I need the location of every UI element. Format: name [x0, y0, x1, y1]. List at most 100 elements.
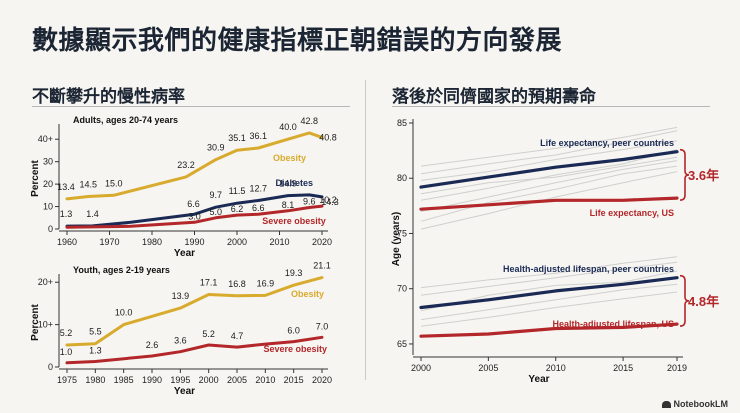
- series-line-severe-obesity: [65, 335, 324, 365]
- y-tick-label: 10: [43, 202, 53, 212]
- data-label: 16.9: [257, 278, 275, 288]
- series-line-obesity: [65, 131, 324, 201]
- y-tick-label: 40+: [38, 134, 53, 144]
- x-tick-label: 1970: [99, 237, 119, 247]
- peer-country-trace: [420, 140, 678, 181]
- data-label: 16.8: [228, 279, 246, 289]
- x-tick-label: 2010: [546, 363, 566, 373]
- data-label: 7.0: [316, 321, 329, 331]
- series-line-life-expectancy-peer-countries: [419, 150, 679, 189]
- data-label: 10.0: [115, 308, 133, 318]
- gap-bracket: [679, 148, 690, 201]
- x-tick-label: 1980: [142, 237, 162, 247]
- data-label: 1.3: [89, 345, 102, 355]
- series-label-life-expectancy-us: Life expectancy, US: [590, 208, 674, 218]
- data-label: 6.0: [287, 326, 300, 336]
- series-line-obesity: [65, 276, 324, 347]
- brand-label: NotebookLM: [673, 399, 729, 409]
- legend-label-severe-obesity: Severe obesity: [262, 216, 326, 226]
- data-label: 3.0: [188, 211, 201, 221]
- x-tick-label: 1990: [184, 237, 204, 247]
- data-label: 23.2: [177, 160, 195, 170]
- series-line-severe-obesity: [65, 204, 324, 229]
- x-tick-label: 1960: [57, 237, 77, 247]
- peer-country-trace: [420, 160, 678, 212]
- x-tick-label: 1980: [85, 375, 105, 385]
- peer-country-trace: [420, 283, 678, 321]
- notebooklm-logo-icon: [661, 401, 671, 408]
- x-tick-label: 2005: [478, 363, 498, 373]
- right-section-title: 落後於同儕國家的預期壽命: [392, 87, 596, 106]
- y-axis-title: Percent: [30, 303, 41, 340]
- y-tick-label: 80: [397, 173, 407, 183]
- peer-country-trace: [420, 149, 678, 201]
- legend-label-obesity: Obesity: [273, 153, 306, 163]
- peer-country-trace: [420, 291, 678, 327]
- x-tick-label: 2005: [227, 375, 247, 385]
- x-axis-title: Year: [174, 248, 195, 259]
- data-label: 40.0: [279, 122, 297, 132]
- data-label: 5.2: [60, 328, 73, 338]
- peer-country-trace: [420, 156, 678, 195]
- peer-country-trace: [420, 171, 678, 230]
- data-label: 11.5: [229, 186, 246, 196]
- data-label: 10.2: [319, 195, 337, 205]
- x-tick-label: 2020: [312, 237, 332, 247]
- peer-country-trace: [420, 165, 678, 222]
- y-tick-label: 85: [397, 118, 407, 128]
- series-line-diabetes: [65, 193, 324, 228]
- data-label: 15.0: [105, 178, 123, 188]
- legend-label-obesity: Obesity: [291, 289, 324, 299]
- y-tick-label: 10+: [38, 320, 53, 330]
- x-axis-title: Year: [528, 374, 549, 385]
- x-tick-label: 2010: [269, 237, 289, 247]
- y-tick-label: 65: [397, 339, 407, 349]
- x-tick-label: 2000: [199, 375, 219, 385]
- x-axis-title: Year: [174, 386, 195, 397]
- data-label: 5.2: [202, 329, 215, 339]
- peer-country-trace: [420, 130, 678, 175]
- data-label: 9.7: [209, 190, 222, 200]
- series-line-life-expectancy-us: [419, 196, 679, 211]
- x-tick-label: 1975: [57, 375, 77, 385]
- panel-subtitle: Youth, ages 2-19 years: [73, 265, 170, 275]
- x-tick-label: 2015: [284, 375, 304, 385]
- data-label: 6.6: [187, 199, 200, 209]
- data-label: 9.6: [303, 196, 316, 206]
- right-section-rule: [392, 106, 710, 107]
- data-label: 40.8: [319, 132, 337, 142]
- data-label: 17.1: [200, 278, 218, 288]
- data-label: 6.6: [252, 203, 265, 213]
- gap-bracket: [679, 274, 690, 327]
- data-label: 6.2: [231, 204, 244, 214]
- y-tick-label: 70: [397, 284, 407, 294]
- data-label: 1.4: [86, 209, 99, 219]
- data-label: 14.3: [321, 197, 339, 207]
- data-label: 5.0: [209, 207, 222, 217]
- panel-subtitle: Adults, ages 20-74 years: [73, 115, 178, 125]
- legend-label-diabetes: Diabetes: [275, 178, 313, 188]
- data-label: 8.1: [282, 200, 295, 210]
- x-tick-label: 2020: [312, 375, 332, 385]
- section-divider: [365, 80, 366, 380]
- data-label: 13.4: [57, 182, 75, 192]
- left-section-title: 不斷攀升的慢性病率: [32, 87, 185, 106]
- legend-label-severe-obesity: Severe obesity: [263, 344, 327, 354]
- data-label: 14.9: [279, 179, 297, 189]
- data-label: 19.3: [285, 268, 303, 278]
- data-label: 14.5: [79, 179, 97, 189]
- data-label: 21.1: [313, 261, 331, 271]
- data-label: 4.7: [231, 331, 244, 341]
- data-label: 12.7: [249, 183, 267, 193]
- x-tick-label: 1990: [142, 375, 162, 385]
- series-line-health-adjusted-lifespan-peer-countries: [419, 276, 679, 310]
- left-section-rule: [32, 106, 350, 107]
- x-tick-label: 1985: [114, 375, 134, 385]
- peer-country-trace: [420, 270, 678, 312]
- data-label: 13.9: [172, 291, 190, 301]
- x-tick-label: 2000: [411, 363, 431, 373]
- y-tick-label: 20: [43, 179, 53, 189]
- series-line-health-adjusted-lifespan-us: [419, 322, 679, 338]
- data-label: 1.0: [60, 347, 73, 357]
